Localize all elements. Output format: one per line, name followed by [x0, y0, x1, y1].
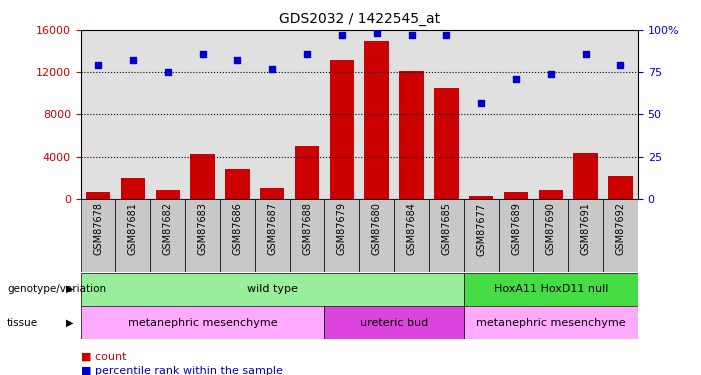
Bar [81, 199, 116, 272]
Text: GSM87689: GSM87689 [511, 202, 521, 255]
Bar [295, 146, 319, 199]
Bar [220, 199, 254, 272]
Bar [504, 192, 528, 199]
Bar [325, 306, 464, 339]
Bar [290, 199, 325, 272]
Text: GSM87690: GSM87690 [546, 202, 556, 255]
Bar [260, 188, 285, 199]
Point [336, 32, 348, 38]
Bar [86, 192, 110, 199]
Text: GSM87680: GSM87680 [372, 202, 381, 255]
Bar [538, 190, 563, 199]
Bar [533, 199, 569, 272]
Bar [81, 306, 325, 339]
Bar [434, 88, 458, 199]
Bar [81, 273, 464, 306]
Text: GSM87682: GSM87682 [163, 202, 172, 255]
Point [510, 76, 522, 82]
Text: GSM87681: GSM87681 [128, 202, 138, 255]
Bar [400, 71, 423, 199]
Text: GSM87683: GSM87683 [198, 202, 207, 255]
Text: ▶: ▶ [66, 284, 74, 294]
Point [232, 57, 243, 63]
Point [475, 100, 486, 106]
Bar [365, 40, 389, 199]
Bar [573, 153, 598, 199]
Bar [429, 199, 464, 272]
Bar [469, 196, 494, 199]
Bar [325, 199, 359, 272]
Text: GSM87678: GSM87678 [93, 202, 103, 255]
Text: GSM87691: GSM87691 [580, 202, 591, 255]
Text: ureteric bud: ureteric bud [360, 318, 428, 328]
Bar [464, 273, 638, 306]
Bar [225, 169, 250, 199]
Text: metanephric mesenchyme: metanephric mesenchyme [476, 318, 626, 328]
Point [93, 62, 104, 68]
Bar [156, 190, 180, 199]
Point [441, 32, 452, 38]
Bar [608, 176, 633, 199]
Point [162, 69, 173, 75]
Bar [603, 199, 638, 272]
Text: GSM87679: GSM87679 [337, 202, 347, 255]
Text: GSM87686: GSM87686 [232, 202, 243, 255]
Text: tissue: tissue [7, 318, 38, 328]
Bar [359, 199, 394, 272]
Title: GDS2032 / 1422545_at: GDS2032 / 1422545_at [279, 12, 440, 26]
Point [615, 62, 626, 68]
Point [128, 57, 139, 63]
Bar [498, 199, 533, 272]
Text: ■ percentile rank within the sample: ■ percentile rank within the sample [81, 366, 283, 375]
Point [301, 51, 313, 57]
Bar [569, 199, 603, 272]
Text: GSM87688: GSM87688 [302, 202, 312, 255]
Bar [191, 154, 215, 199]
Point [266, 66, 278, 72]
Bar [150, 199, 185, 272]
Point [197, 51, 208, 57]
Text: GSM87677: GSM87677 [476, 202, 486, 255]
Text: GSM87684: GSM87684 [407, 202, 416, 255]
Text: ■ count: ■ count [81, 352, 126, 362]
Point [371, 30, 382, 36]
Bar [116, 199, 150, 272]
Text: GSM87685: GSM87685 [442, 202, 451, 255]
Text: metanephric mesenchyme: metanephric mesenchyme [128, 318, 278, 328]
Point [545, 71, 557, 77]
Bar [329, 60, 354, 199]
Text: HoxA11 HoxD11 null: HoxA11 HoxD11 null [494, 284, 608, 294]
Bar [394, 199, 429, 272]
Bar [464, 199, 498, 272]
Text: wild type: wild type [247, 284, 298, 294]
Text: GSM87692: GSM87692 [615, 202, 625, 255]
Text: genotype/variation: genotype/variation [7, 284, 106, 294]
Bar [121, 178, 145, 199]
Point [406, 32, 417, 38]
Bar [185, 199, 220, 272]
Bar [254, 199, 290, 272]
Text: ▶: ▶ [66, 318, 74, 328]
Point [580, 51, 591, 57]
Bar [464, 306, 638, 339]
Text: GSM87687: GSM87687 [267, 202, 277, 255]
